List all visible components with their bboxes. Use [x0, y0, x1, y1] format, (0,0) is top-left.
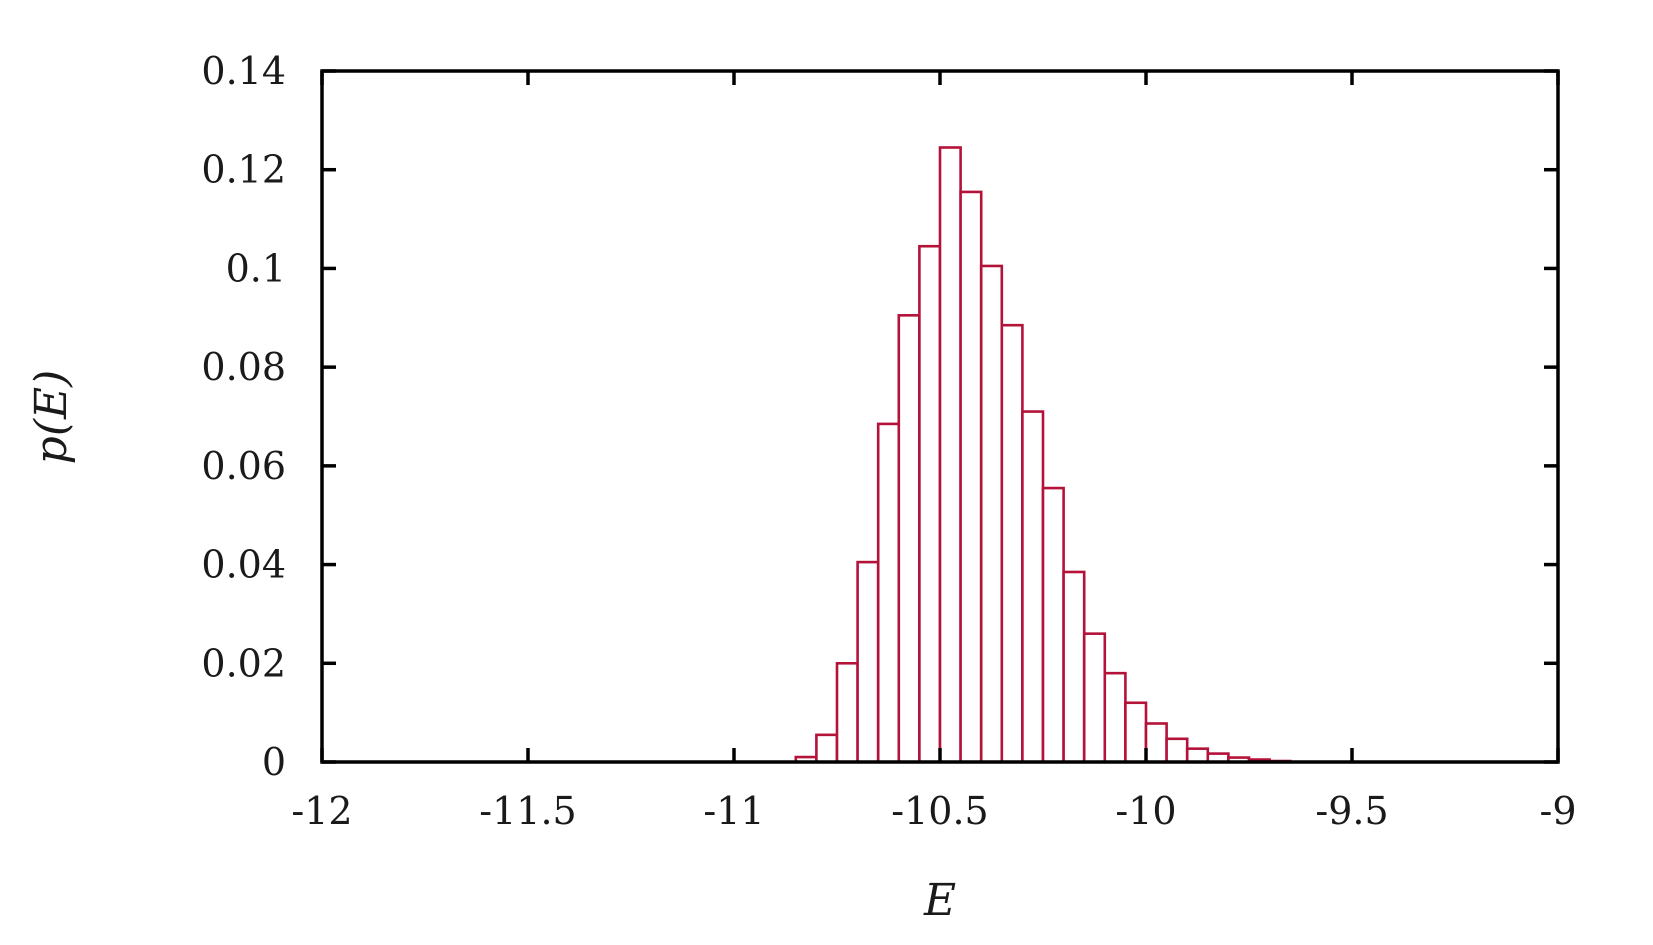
y-tick-label: 0.12: [201, 148, 286, 192]
axis-tick-labels: -12 -11.5 -11 -10.5 -10 -9.5 -9 0 0.02 0.04 0.06 0.…: [201, 49, 1576, 833]
histogram-bar: [979, 264, 1004, 764]
x-axis-label: E: [923, 875, 956, 926]
histogram-bar: [1144, 722, 1168, 764]
y-tick-label: 0.02: [201, 641, 286, 685]
histogram-bar: [897, 314, 921, 764]
x-tick-label: -11: [703, 789, 764, 833]
histogram-bar: [1000, 323, 1024, 764]
y-tick-label: 0: [262, 740, 286, 784]
histogram-bars: [794, 146, 1292, 764]
histogram-bar: [1165, 737, 1189, 764]
x-tick-label: -11.5: [479, 789, 576, 833]
x-tick-label: -12: [291, 789, 352, 833]
histogram-bar: [876, 422, 901, 764]
y-tick-label: 0.04: [201, 543, 286, 587]
x-tick-label: -9.5: [1315, 789, 1388, 833]
histogram-bar: [1021, 410, 1045, 764]
y-tick-label: 0.06: [201, 444, 286, 488]
histogram-bar: [1103, 671, 1127, 764]
y-axis-label: p(E): [26, 370, 77, 465]
histogram-bar: [1082, 632, 1107, 764]
histogram-bar: [938, 146, 962, 764]
histogram-bar: [918, 244, 942, 764]
histogram-bar: [1124, 701, 1148, 764]
histogram-bar: [959, 190, 983, 764]
histogram-bar: [815, 733, 839, 764]
y-tick-label: 0.08: [201, 345, 286, 389]
histogram-bar: [1062, 570, 1086, 764]
y-tick-label: 0.14: [201, 49, 286, 93]
histogram-bar: [856, 560, 880, 764]
axis-ticks: [320, 69, 1560, 764]
x-tick-label: -10.5: [891, 789, 988, 833]
x-tick-label: -10: [1115, 789, 1176, 833]
histogram-bar: [1041, 486, 1065, 764]
histogram-bar: [1185, 747, 1210, 764]
histogram-bar: [835, 661, 859, 764]
y-tick-label: 0.1: [226, 246, 286, 290]
x-tick-label: -9: [1539, 789, 1576, 833]
